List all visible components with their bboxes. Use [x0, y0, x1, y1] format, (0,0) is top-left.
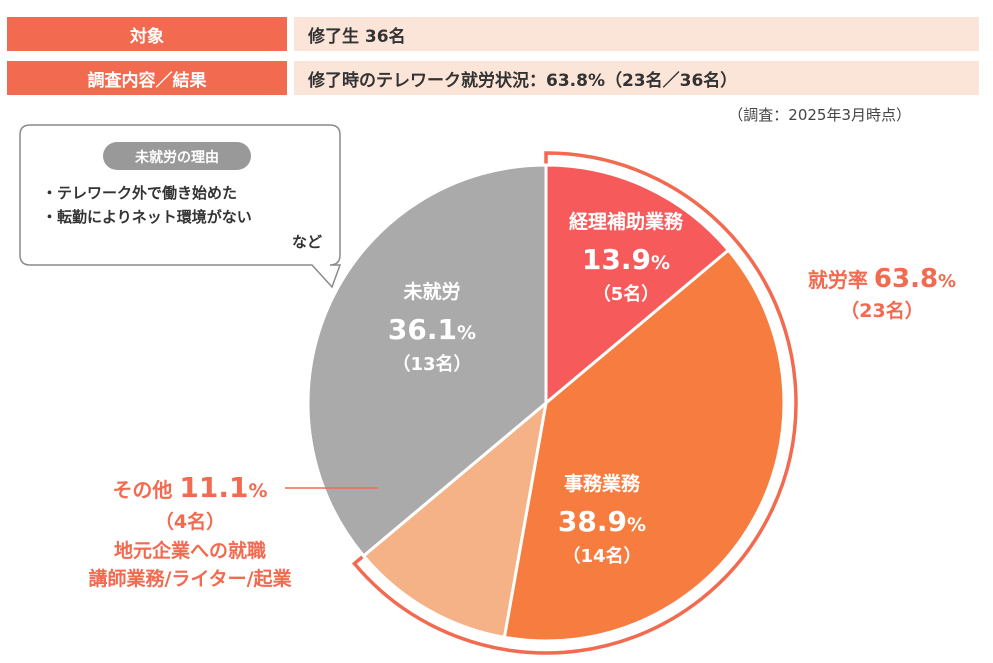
- slice-percent-accounting: 13.9%: [582, 243, 670, 276]
- target-value: 修了生 36名: [294, 17, 979, 51]
- slice-percent-unemployed: 36.1%: [388, 313, 476, 346]
- pie-slice-accounting: [544, 163, 731, 407]
- target-row: 対象 修了生 36名: [7, 17, 979, 51]
- employment-rate-count: （23名）: [840, 299, 923, 322]
- target-label: 対象: [7, 17, 287, 51]
- other-note-line1: 地元企業への就職: [114, 539, 266, 562]
- callout-title-pill: [103, 142, 251, 170]
- slice-label-accounting: 経理補助業務: [569, 210, 684, 233]
- slice-percent-clerical: 38.9%: [558, 505, 646, 538]
- slice-label-other: その他 11.1%: [112, 471, 267, 504]
- slice-label-unemployed: 未就労: [402, 280, 460, 303]
- callout-line1: ・テレワーク外で働き始めた: [42, 184, 237, 202]
- slice-count-other: （4名）: [155, 510, 225, 533]
- pie-slice-other: [361, 399, 549, 640]
- callout-line3: など: [292, 233, 322, 251]
- slice-count-unemployed: （13名）: [392, 353, 471, 375]
- slice-label-clerical: 事務業務: [564, 472, 641, 495]
- callout-line2: ・転勤によりネット環境がない: [42, 208, 252, 226]
- result-row: 調査内容／結果 修了時のテレワーク就労状況：63.8%（23名／36名）: [7, 61, 979, 95]
- survey-date-note: （調査：2025年3月時点）: [728, 106, 911, 124]
- pie-slice-clerical: [502, 248, 786, 643]
- result-label: 調査内容／結果: [7, 61, 287, 95]
- result-value: 修了時のテレワーク就労状況：63.8%（23名／36名）: [294, 61, 979, 95]
- slice-count-accounting: （5名）: [593, 283, 660, 305]
- other-note-line2: 講師業務/ライター/起業: [88, 567, 292, 590]
- employment-rate-label: 就労率 63.8%: [808, 264, 956, 294]
- slice-count-clerical: （14名）: [562, 545, 641, 567]
- callout-bubble: [19, 124, 342, 289]
- callout-title: 未就労の理由: [135, 149, 219, 166]
- pie-slice-unemployed: [306, 163, 548, 558]
- employment-outline: [351, 151, 798, 655]
